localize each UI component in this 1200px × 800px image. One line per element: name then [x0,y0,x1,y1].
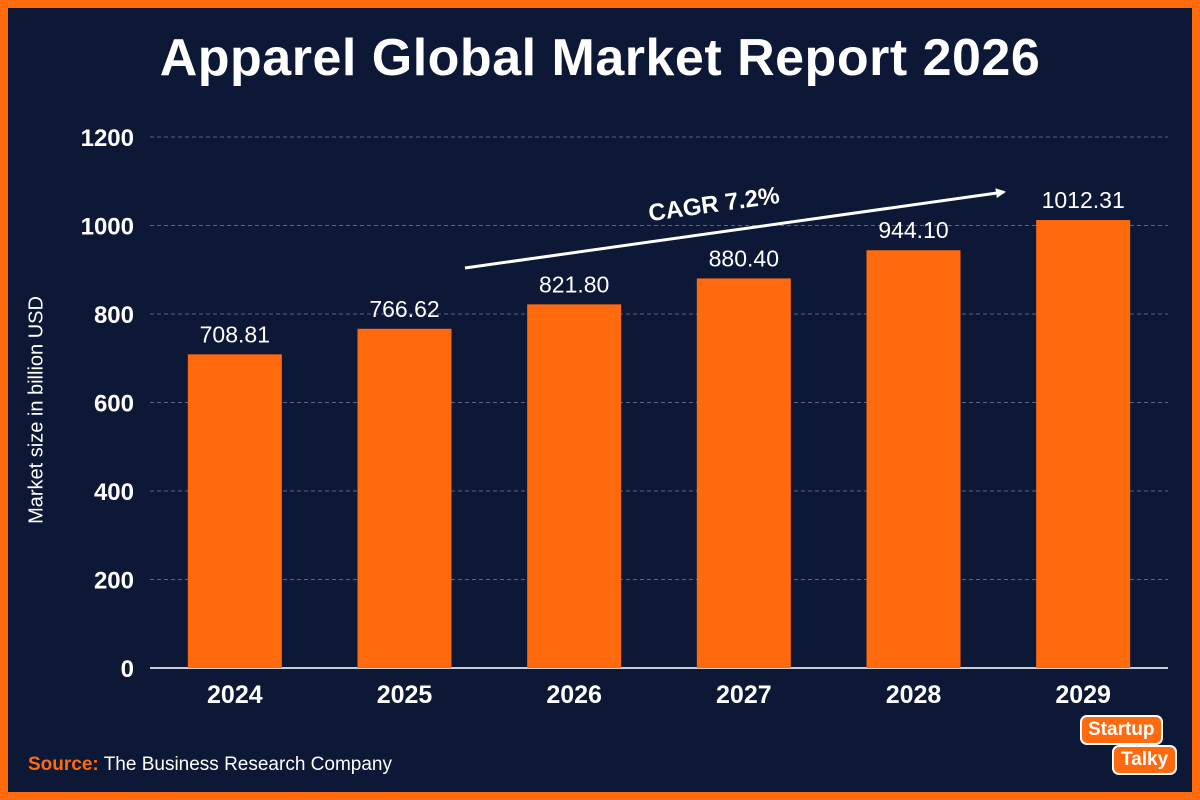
y-tick-label: 600 [94,391,134,418]
x-tick-label-2029: 2029 [1055,681,1111,709]
y-tick-label: 1200 [81,125,134,152]
bar-2024 [187,354,282,668]
x-tick-label-2024: 2024 [207,681,263,709]
bar-2026 [527,304,622,668]
value-label-2025: 766.62 [369,296,439,322]
value-label-2024: 708.81 [200,321,270,347]
y-tick-label: 800 [94,302,134,329]
bar-2029 [1036,220,1131,668]
startup-talky-logo: Startup Talky [1080,715,1178,777]
bar-2027 [696,278,791,668]
logo-line2: Talky [1112,745,1178,775]
chart-title: Apparel Global Market Report 2026 [159,29,1041,87]
bar-2028 [866,250,961,668]
source-label: Source: [28,754,99,775]
value-label-2027: 880.40 [709,245,779,271]
y-tick-label: 400 [94,479,134,506]
logo-line1: Startup [1080,715,1163,745]
cagr-annotation: CAGR 7.2% [647,182,782,227]
y-tick-label: 1000 [81,214,134,241]
y-tick-label: 0 [121,656,134,683]
source-text: The Business Research Company [103,754,392,775]
x-tick-label-2028: 2028 [886,681,942,709]
value-label-2029: 1012.31 [1042,187,1125,213]
value-label-2026: 821.80 [539,271,609,297]
cagr-arrow [464,188,1006,270]
x-tick-label-2025: 2025 [377,681,433,709]
x-tick-label-2026: 2026 [546,681,602,709]
x-tick-label-2027: 2027 [716,681,772,709]
value-label-2028: 944.10 [878,217,948,243]
bar-2025 [357,328,452,668]
source-note: Source: The Business Research Company [28,754,392,776]
y-tick-label: 200 [94,568,134,595]
